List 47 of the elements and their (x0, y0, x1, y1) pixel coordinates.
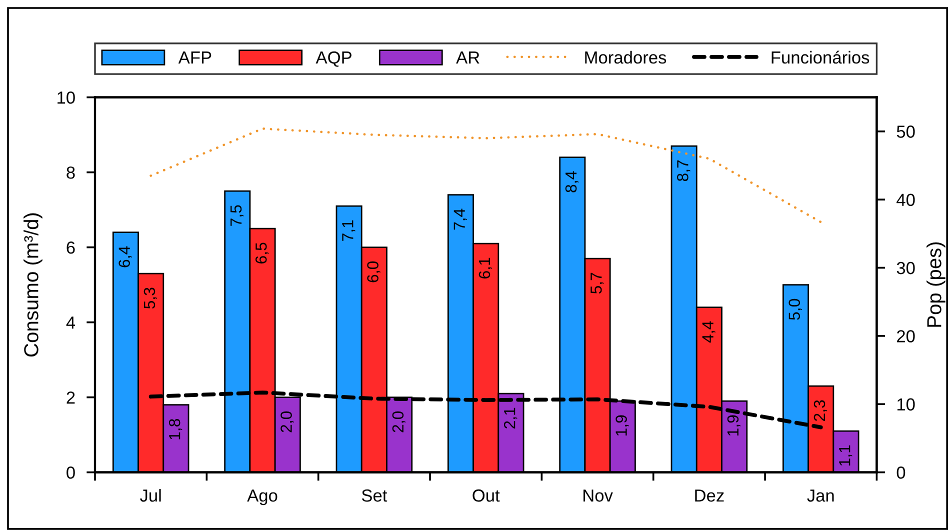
y-tick-label: 4 (66, 316, 76, 329)
x-tick-label: Jul (140, 488, 161, 502)
x-tick-label: Out (472, 489, 500, 502)
y-tick-label: 6 (66, 241, 75, 254)
legend-label: Funcionários (772, 50, 870, 64)
data-label: 6,4 (118, 246, 132, 268)
y2-tick-label: 50 (896, 126, 915, 138)
x-tick-label: Set (362, 489, 388, 502)
y-tick-label: 10 (58, 91, 75, 104)
y2-tick-label: 20 (897, 330, 915, 342)
y-tick-label: 0 (66, 466, 75, 479)
data-label: 1,9 (727, 415, 740, 436)
data-label: 5,7 (590, 272, 604, 294)
y2-tick-label: 0 (896, 466, 906, 479)
legend-label: AFP (178, 52, 212, 64)
data-label: 4,4 (702, 321, 716, 343)
data-label: 7,1 (342, 220, 356, 241)
legend-label: AR (456, 52, 480, 64)
data-label: 6,5 (255, 242, 269, 264)
data-label: 1,8 (168, 418, 182, 440)
data-label: 7,4 (454, 208, 467, 230)
data-label: 5,0 (788, 298, 802, 320)
y-tick-label: 2 (66, 391, 75, 404)
data-label: 2,1 (504, 408, 518, 428)
x-tick-label: Jan (807, 490, 834, 502)
data-label: 6,1 (478, 258, 492, 278)
legend-label: Moradores (585, 50, 666, 64)
data-label: 2,3 (814, 400, 828, 421)
legend-label: AQP (316, 51, 352, 67)
data-label: 5,3 (144, 288, 158, 309)
data-label: 1,1 (839, 445, 852, 466)
y-axis-title: Consumo (m³/d) (24, 213, 42, 357)
y2-tick-label: 40 (896, 194, 915, 206)
data-label: 1,9 (616, 415, 629, 436)
data-label: 8,4 (565, 171, 579, 192)
data-label: 7,5 (230, 205, 244, 226)
data-label: 8,7 (677, 160, 690, 182)
y-tick-label: 8 (66, 166, 75, 179)
x-tick-label: Dez (695, 490, 724, 502)
y2-tick-label: 10 (897, 398, 915, 411)
data-label: 2,0 (392, 411, 406, 432)
x-tick-label: Ago (247, 490, 278, 506)
data-label: 6,0 (367, 261, 380, 282)
y2-tick-label: 30 (896, 262, 915, 274)
data-label: 2,0 (280, 411, 294, 432)
x-tick-label: Nov (584, 490, 613, 502)
y2-axis-title: Pop (pes) (926, 242, 946, 327)
